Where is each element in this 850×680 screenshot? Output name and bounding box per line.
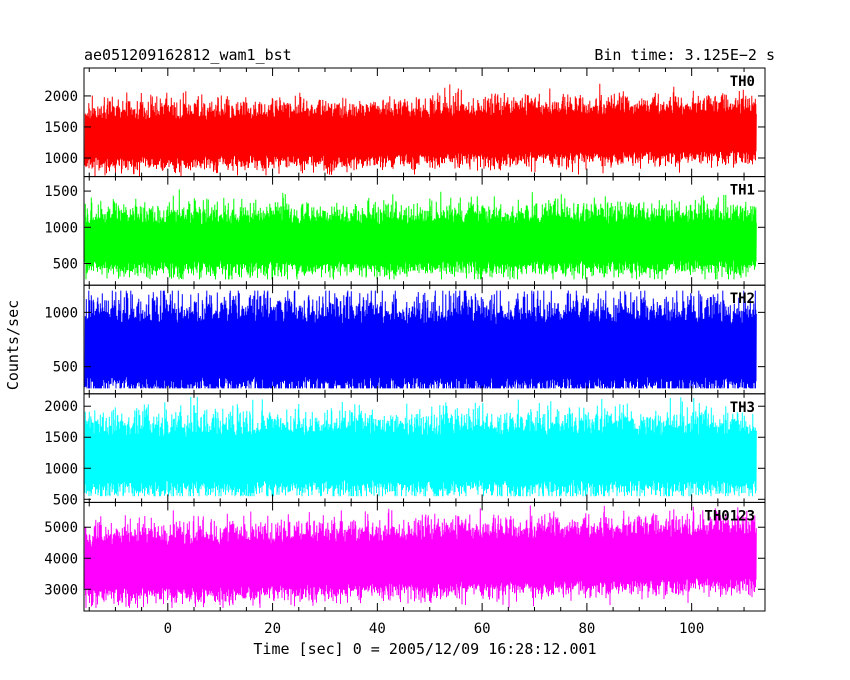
y-tick-label-th0123: 4000: [44, 551, 78, 567]
series-th0123: [84, 505, 757, 608]
x-tick-label: 40: [369, 621, 386, 637]
chart-right-title: Bin time: 3.125E−2 s: [594, 46, 775, 64]
y-tick-label-th3: 500: [53, 492, 78, 508]
y-tick-label-th3: 2000: [44, 399, 78, 415]
x-tick-label: 80: [578, 621, 595, 637]
panel-frame-th0123: [83, 501, 766, 612]
y-tick-label-th3: 1000: [44, 461, 78, 477]
y-tick-label-th0: 1500: [44, 120, 78, 136]
panel-label-th1: TH1: [730, 183, 755, 199]
y-tick-label-th2: 500: [53, 360, 78, 376]
panel-label-th2: TH2: [730, 291, 755, 307]
x-tick-label: 100: [679, 621, 704, 637]
y-tick-label-th3: 1500: [44, 430, 78, 446]
y-tick-label-th0123: 5000: [44, 520, 78, 536]
panel-label-th3: TH3: [730, 400, 755, 416]
series-th0: [84, 83, 757, 177]
series-th3: [84, 396, 757, 497]
x-tick-label: 20: [264, 621, 281, 637]
series-th1: [84, 189, 757, 280]
y-tick-label-th2: 1000: [44, 305, 78, 321]
panel-label-th0: TH0: [730, 74, 755, 90]
panel-label-th0123: TH0123: [704, 508, 755, 524]
y-tick-label-th0: 1000: [44, 151, 78, 167]
series-th2: [84, 290, 757, 389]
chart-left-title: ae051209162812_wam1_bst: [84, 46, 292, 64]
y-tick-label-th1: 1000: [44, 220, 78, 236]
y-tick-label-th1: 500: [53, 256, 78, 272]
x-tick-label: 0: [164, 621, 172, 637]
y-tick-label-th1: 1500: [44, 184, 78, 200]
y-axis-label: Counts/sec: [4, 300, 22, 390]
y-tick-label-th0123: 3000: [44, 582, 78, 598]
y-tick-label-th0: 2000: [44, 89, 78, 105]
x-tick-label: 60: [474, 621, 491, 637]
x-axis-label: Time [sec] 0 = 2005/12/09 16:28:12.001: [253, 640, 596, 658]
